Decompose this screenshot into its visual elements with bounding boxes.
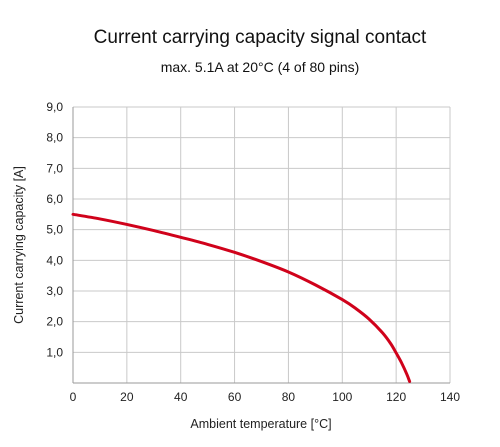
x-tick-label: 40 (174, 390, 188, 404)
x-tick-label: 0 (70, 390, 77, 404)
x-axis-label: Ambient temperature [°C] (190, 417, 331, 431)
x-tick-label: 100 (332, 390, 352, 404)
y-tick-label: 1,0 (46, 345, 63, 359)
x-tick-label: 20 (120, 390, 134, 404)
chart-subtitle: max. 5.1A at 20°C (4 of 80 pins) (161, 59, 360, 75)
y-tick-label: 4,0 (46, 253, 63, 267)
y-tick-label: 8,0 (46, 131, 63, 145)
y-axis-label: Current carrying capacity [A] (12, 166, 26, 324)
y-tick-label: 9,0 (46, 100, 63, 114)
chart-title: Current carrying capacity signal contact (94, 27, 427, 48)
x-tick-label: 140 (440, 390, 460, 404)
series-group (71, 212, 412, 383)
x-tick-label: 120 (386, 390, 406, 404)
x-axis-ticks: 0 20 40 60 80 100 120 140 (70, 390, 461, 404)
y-tick-label: 6,0 (46, 192, 63, 206)
x-tick-label: 80 (282, 390, 296, 404)
axes (72, 107, 450, 384)
y-tick-label: 7,0 (46, 161, 63, 175)
y-axis-ticks: 1,0 2,0 3,0 4,0 5,0 6,0 7,0 8,0 9,0 (46, 100, 63, 359)
x-tick-label: 60 (228, 390, 242, 404)
y-tick-label: 5,0 (46, 223, 63, 237)
y-tick-label: 3,0 (46, 284, 63, 298)
grid (73, 106, 451, 383)
series-line (71, 212, 412, 383)
y-tick-label: 2,0 (46, 315, 63, 329)
